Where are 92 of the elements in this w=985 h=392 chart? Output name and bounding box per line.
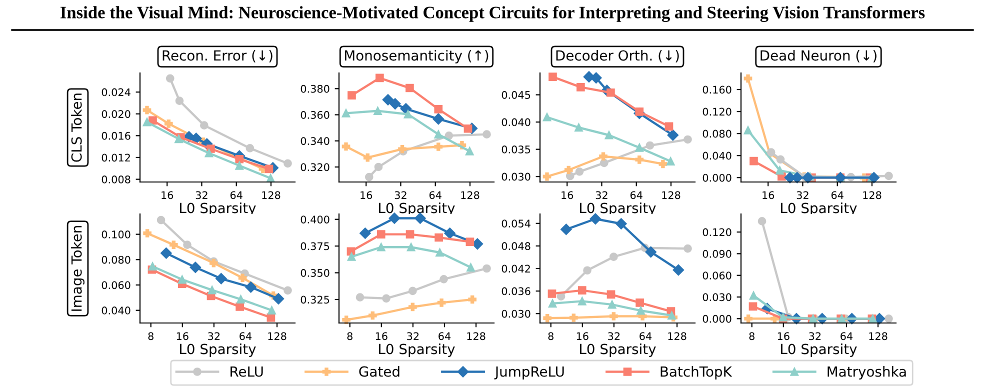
x-axis-title: L0 Sparsity [781,202,857,216]
x-tick-label: 8 [148,332,154,340]
y-tick-label: 0.375 [300,242,330,250]
x-tick-label: 128 [268,332,286,340]
x-tick-label: 8 [749,332,754,340]
legend-label: JumpReLU [494,366,564,380]
x-axis-title: L0 Sparsity [580,344,656,357]
legend-label: ReLU [230,366,263,377]
x-tick-label: 128 [662,191,680,200]
x-tick-label: 16 [360,191,372,200]
y-axis-title: Image Token [71,226,84,311]
y-tick-label: 0.000 [702,174,732,182]
x-tick-label: 32 [196,191,208,200]
y-tick-label: 0.040 [102,306,130,314]
y-tick-label: 0.016 [102,132,130,140]
x-axis-title: L0 Sparsity [379,202,455,216]
y-tick-label: 0.008 [102,176,130,184]
y-tick-label: 0.160 [702,86,732,94]
y-tick-label: 0.042 [502,264,530,273]
y-tick-label: 0.030 [702,293,732,302]
y-tick-label: 0.380 [300,84,330,93]
x-tick-label: 128 [467,332,486,340]
chart-title: Monosemanticity (↑) [344,50,488,64]
x-tick-label: 8 [347,332,352,340]
y-tick-label: 0.045 [502,91,530,99]
y-tick-label: 0.340 [300,137,330,145]
y-tick-label: 0.054 [502,220,530,228]
x-tick-label: 64 [630,191,642,200]
x-tick-label: 16 [376,332,388,340]
x-tick-label: 64 [230,191,242,200]
x-tick-label: 64 [831,191,844,200]
x-axis-title: L0 Sparsity [180,202,256,216]
x-tick-label: 32 [407,332,419,340]
y-tick-label: 0.090 [702,250,732,258]
legend-label: Matryoshka [828,366,906,380]
y-tick-label: 0.060 [102,281,130,290]
x-axis-title: L0 Sparsity [180,344,256,357]
x-tick-label: 64 [438,332,451,340]
y-tick-label: 0.060 [702,272,732,280]
x-tick-label: 32 [608,332,620,340]
y-tick-label: 0.036 [502,287,530,296]
y-tick-label: 0.360 [300,111,330,119]
x-tick-label: 64 [429,191,442,200]
x-tick-label: 128 [863,191,882,200]
x-tick-label: 8 [548,332,554,340]
y-tick-label: 0.080 [702,130,732,138]
y-tick-label: 0.080 [102,256,130,264]
legend-label: Gated [359,366,400,377]
x-tick-label: 64 [840,332,853,340]
y-tick-label: 0.048 [502,242,530,250]
y-tick-label: 0.035 [502,146,530,154]
x-tick-label: 128 [461,191,480,200]
y-tick-label: 0.400 [300,216,330,224]
y-tick-label: 0.040 [502,118,530,126]
x-tick-label: 16 [162,191,174,200]
x-tick-label: 16 [762,191,774,200]
x-axis-title: L0 Sparsity [379,344,455,357]
x-axis-title: L0 Sparsity [781,344,857,357]
y-axis-title: CLS Token [71,94,82,162]
x-axis-title: L0 Sparsity [580,202,656,216]
y-tick-label: 0.100 [102,230,130,238]
chart-title: Decoder Orth. (↓) [556,50,679,62]
y-tick-label: 0.020 [102,110,130,118]
legend-label: BatchTopK [660,366,732,380]
x-tick-label: 128 [668,332,686,340]
text: Inside the Visual Mind: Neuroscience-Motivated Concept Circuits for Interpreting and Steering Vision Transformers [60,6,925,22]
y-tick-label: 0.024 [102,88,130,96]
x-tick-label: 32 [596,191,608,200]
y-tick-label: 0.320 [300,163,330,172]
x-tick-label: 32 [394,191,406,200]
x-tick-label: 32 [809,332,821,340]
x-tick-label: 32 [208,332,220,340]
y-tick-label: 0.120 [702,108,732,116]
x-tick-label: 16 [562,191,574,200]
x-tick-label: 64 [240,332,252,340]
y-tick-label: 0.120 [702,228,732,236]
x-tick-label: 16 [778,332,790,340]
x-tick-label: 16 [176,332,188,340]
y-tick-label: 0.350 [300,269,330,277]
chart-title: Dead Neuron (↓) [760,50,876,62]
x-tick-label: 64 [640,332,652,340]
y-tick-label: 0.000 [702,314,732,323]
x-tick-label: 16 [576,332,588,340]
x-tick-label: 128 [262,191,280,200]
y-tick-label: 0.040 [702,152,732,160]
y-tick-label: 0.030 [502,310,530,318]
y-tick-label: 0.325 [300,296,330,304]
y-tick-label: 0.030 [502,172,530,181]
x-tick-label: 128 [869,332,888,340]
x-tick-label: 32 [796,191,808,200]
chart-title: Recon. Error (↓) [162,50,272,62]
y-tick-label: 0.012 [102,154,130,162]
